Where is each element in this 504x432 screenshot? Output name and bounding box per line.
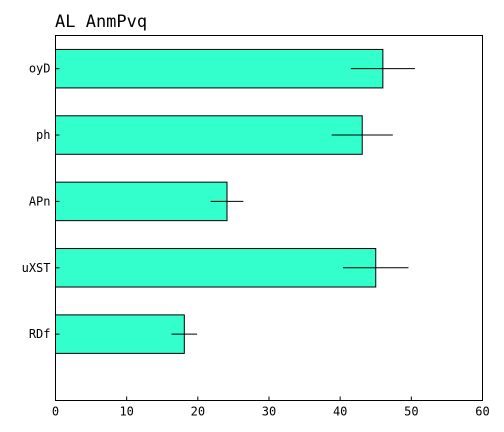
y-tick-label-ph: ph xyxy=(36,128,50,142)
x-tick-label-30: 30 xyxy=(262,405,276,419)
x-tick-label-0: 0 xyxy=(52,405,59,419)
y-tick-label-RDf: RDf xyxy=(29,327,51,341)
chart-title: AL AnmPvq xyxy=(55,12,147,32)
x-tick-label-60: 60 xyxy=(475,405,489,419)
x-tick-label-50: 50 xyxy=(404,405,418,419)
bar-uXST xyxy=(55,248,377,288)
bar-RDf xyxy=(55,314,185,354)
bar-ph xyxy=(55,115,363,155)
error-bars-layer xyxy=(171,68,415,335)
y-tick-label-oyD: oyD xyxy=(29,62,51,76)
x-axis: 0 10 20 30 40 50 60 xyxy=(52,396,490,419)
x-tick-label-40: 40 xyxy=(333,405,347,419)
x-tick-label-20: 20 xyxy=(191,405,205,419)
bars-layer xyxy=(55,48,384,354)
bar-APn xyxy=(55,181,228,222)
y-tick-label-uXST: uXST xyxy=(22,261,51,275)
bar-oyD xyxy=(55,48,384,89)
x-tick-label-10: 10 xyxy=(119,405,133,419)
y-tick-label-APn: APn xyxy=(29,194,51,208)
y-axis: oyD ph APn uXST RDf xyxy=(22,62,60,341)
